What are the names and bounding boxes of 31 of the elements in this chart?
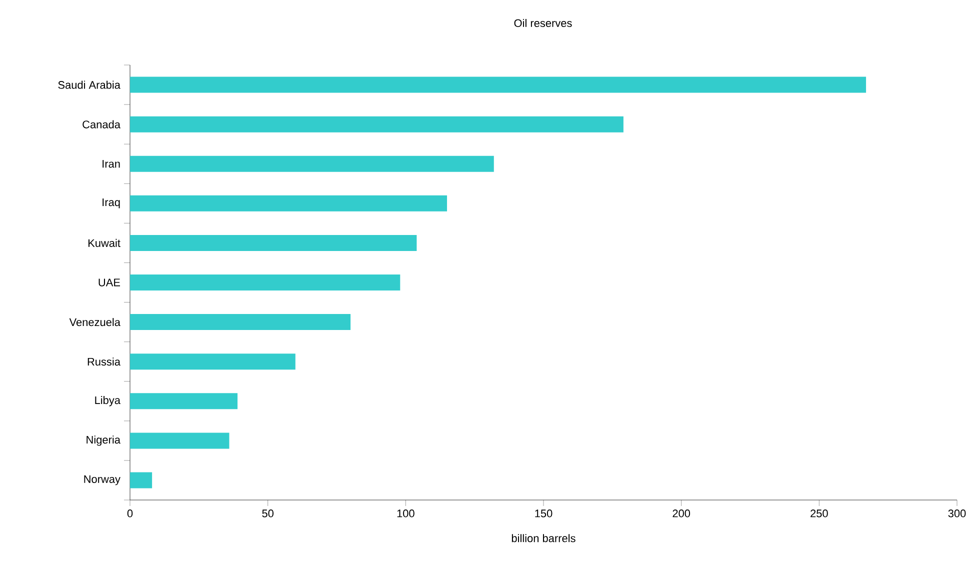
y-tick-label: Iran [102,160,120,168]
chart-title: Oil reserves [514,18,572,28]
x-tick-label: 300 [948,510,966,518]
y-tick-label: Canada [82,120,120,128]
x-tick-label: 100 [397,510,414,518]
x-tick-label: 0 [127,510,133,518]
bar [130,116,624,132]
y-tick-label: Libya [95,396,120,406]
bar [130,432,230,449]
x-tick-label: 150 [535,510,552,518]
bar [130,156,494,172]
y-tick-label: Saudi Arabia [58,80,120,89]
y-tick-label: Nigeria [86,436,120,446]
bar [130,76,866,93]
bar [130,472,152,488]
x-tick-label: 200 [672,510,690,518]
x-axis-title: billion barrels [512,534,576,542]
bar [130,314,351,330]
bar [130,274,400,291]
x-tick-label: 250 [810,510,828,518]
bar [130,354,296,370]
bar [130,393,238,410]
bar [130,195,448,212]
y-tick-label: Russia [88,358,120,366]
y-tick-label: Norway [84,475,120,486]
bar [130,234,417,251]
x-tick-label: 50 [262,510,274,518]
y-tick-label: Venezuela [69,318,120,326]
y-tick-label: UAE [98,278,120,286]
y-tick-label: Kuwait [88,238,120,247]
y-tick-label: Iraq [102,198,120,208]
